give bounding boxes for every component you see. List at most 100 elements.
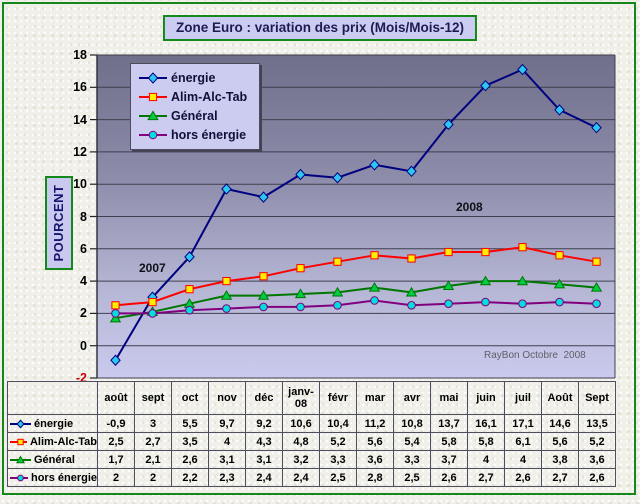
chart-legend: énergie Alim-Alc-Tab Général hors énergie <box>130 63 261 150</box>
value-cell: 14,6 <box>541 414 579 433</box>
table-row-alim-alc-tab: Alim-Alc-Tab 2,5 2,7 3,5 4 4,3 4,8 5,2 5,6 5,4 5,8… <box>7 432 616 451</box>
y-axis-title: POURCENT <box>45 176 73 270</box>
value-cell: -0,9 <box>97 414 135 433</box>
circle-marker-icon <box>10 474 28 481</box>
value-cell: 4 <box>208 432 246 451</box>
value-cell: 9,7 <box>208 414 246 433</box>
month-header-mai: mai <box>430 381 468 415</box>
value-cell: 1,7 <box>97 450 135 469</box>
value-cell: 5,6 <box>541 432 579 451</box>
month-header-mar: mar <box>356 381 394 415</box>
value-cell: 3,7 <box>430 450 468 469</box>
table-corner-cell <box>7 381 98 415</box>
month-header-avr: avr <box>393 381 431 415</box>
series-alim-alc-tab <box>111 243 601 310</box>
value-cell: 16,1 <box>467 414 505 433</box>
value-cell: 3,8 <box>541 450 579 469</box>
month-header-dec: déc <box>245 381 283 415</box>
value-cell: 3,1 <box>245 450 283 469</box>
month-header-juin: juin <box>467 381 505 415</box>
value-cell: 2 <box>134 468 172 487</box>
month-header-sept: sept <box>134 381 172 415</box>
month-header-janv-08: janv-08 <box>282 381 320 415</box>
value-cell: 3,1 <box>208 450 246 469</box>
y-tick-label-6: 6 <box>80 241 87 256</box>
value-cell: 2,7 <box>467 468 505 487</box>
value-cell: 17,1 <box>504 414 542 433</box>
y-tick-label-18: 18 <box>73 48 87 62</box>
outer-green-border <box>2 2 636 495</box>
annotation-year-2008: 2008 <box>456 200 483 214</box>
month-header-aout: août <box>97 381 135 415</box>
table-row-hors-energie: hors énergie 2 2 2,2 2,3 2,4 2,4 2,5 2,8 2,5 2,6 2,… <box>7 468 616 487</box>
value-cell: 3,6 <box>578 450 616 469</box>
legend-item-label: Général <box>171 109 218 123</box>
legend-item-general: Général <box>139 108 247 124</box>
value-cell: 3,2 <box>282 450 320 469</box>
legend-item-alim-alc-tab: Alim-Alc-Tab <box>139 89 247 105</box>
value-cell: 13,7 <box>430 414 468 433</box>
table-header-row: août sept oct nov déc janv-08 févr mar avr mai jui… <box>7 381 616 415</box>
value-cell: 2 <box>97 468 135 487</box>
value-cell: 11,2 <box>356 414 394 433</box>
value-cell: 9,2 <box>245 414 283 433</box>
value-cell: 10,4 <box>319 414 357 433</box>
y-tick-label-10: 10 <box>73 177 87 192</box>
value-cell: 2,6 <box>578 468 616 487</box>
series-hors-energie <box>111 296 601 318</box>
y-tick-label-8: 8 <box>80 209 87 224</box>
value-cell: 4 <box>504 450 542 469</box>
data-table: août sept oct nov déc janv-08 févr mar avr mai jui… <box>7 381 616 487</box>
triangle-marker-icon <box>10 455 31 463</box>
row-label-general: Général <box>7 450 98 469</box>
value-cell: 4,8 <box>282 432 320 451</box>
value-cell: 6,1 <box>504 432 542 451</box>
value-cell: 2,1 <box>134 450 172 469</box>
month-header-fevr: févr <box>319 381 357 415</box>
y-tick-label-0: 0 <box>80 338 87 353</box>
value-cell: 5,4 <box>393 432 431 451</box>
legend-item-label: hors énergie <box>171 128 247 142</box>
value-cell: 2,7 <box>541 468 579 487</box>
legend-item-energie: énergie <box>139 70 247 86</box>
row-label-hors-energie: hors énergie <box>7 468 98 487</box>
value-cell: 2,5 <box>393 468 431 487</box>
value-cell: 3,6 <box>356 450 394 469</box>
series-name-label: Alim-Alc-Tab <box>29 435 97 448</box>
row-label-alim-alc-tab: Alim-Alc-Tab <box>7 432 98 451</box>
row-label-energie: énergie <box>7 414 98 433</box>
y-tick-label-4: 4 <box>80 274 87 289</box>
y-tick-label--2: -2 <box>75 371 87 385</box>
y-tick-label-16: 16 <box>73 80 87 95</box>
value-cell: 5,2 <box>319 432 357 451</box>
value-cell: 2,6 <box>430 468 468 487</box>
value-cell: 4,3 <box>245 432 283 451</box>
table-row-general: Général 1,7 2,1 2,6 3,1 3,1 3,2 3,3 3,6 3,3 3,7 4 4 3… <box>7 450 616 469</box>
y-tick-label-12: 12 <box>73 144 87 159</box>
month-header-nov: nov <box>208 381 246 415</box>
legend-item-label: Alim-Alc-Tab <box>171 90 248 104</box>
diamond-marker-icon <box>139 72 167 84</box>
value-cell: 5,6 <box>356 432 394 451</box>
triangle-marker-icon <box>139 110 167 121</box>
value-cell: 2,8 <box>356 468 394 487</box>
value-cell: 10,6 <box>282 414 320 433</box>
series-general <box>109 275 603 323</box>
diamond-marker-icon <box>10 419 31 428</box>
month-header-juil: juil <box>504 381 542 415</box>
value-cell: 2,5 <box>97 432 135 451</box>
value-cell: 3,5 <box>171 432 209 451</box>
value-cell: 5,8 <box>430 432 468 451</box>
value-cell: 4 <box>467 450 505 469</box>
value-cell: 3,3 <box>319 450 357 469</box>
credit-text: RayBon Octobre 2008 <box>484 350 586 361</box>
value-cell: 2,4 <box>245 468 283 487</box>
value-cell: 2,3 <box>208 468 246 487</box>
y-axis-tick-labels: 18 16 14 12 10 8 6 4 2 0 -2 <box>0 48 87 385</box>
value-cell: 3,3 <box>393 450 431 469</box>
square-marker-icon <box>10 438 27 445</box>
series-name-label: Général <box>34 453 75 466</box>
square-marker-icon <box>139 92 167 102</box>
series-energie <box>110 63 602 366</box>
